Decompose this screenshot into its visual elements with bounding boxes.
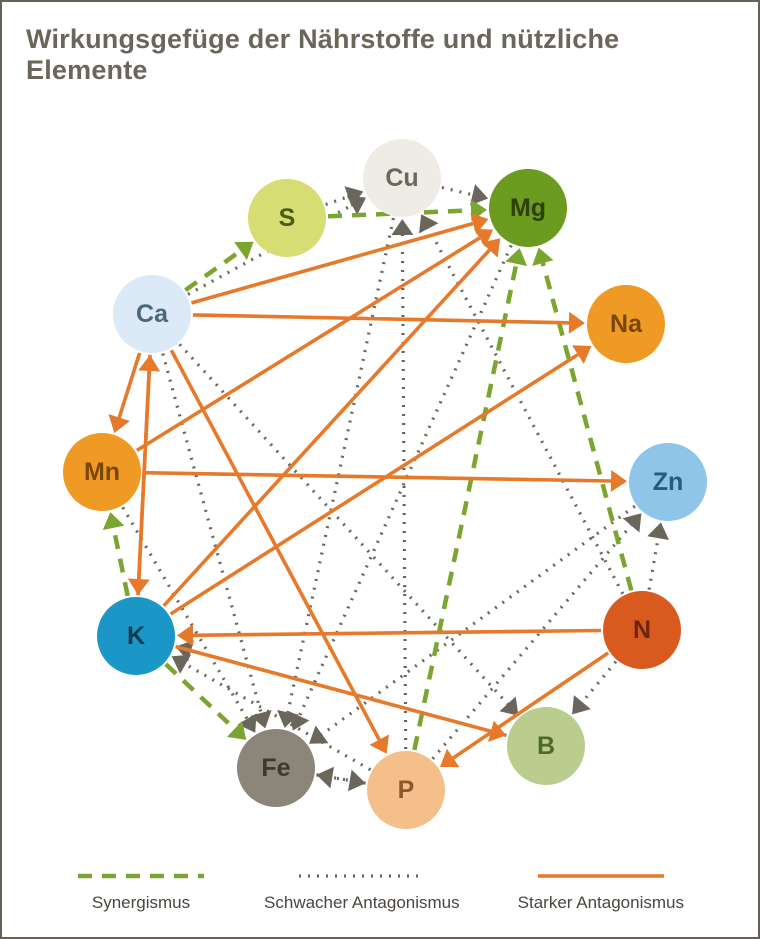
node-label-S: S <box>279 204 296 232</box>
edge-Mn-Zn <box>143 473 611 481</box>
node-Cu: Cu <box>363 139 441 217</box>
edge-Ca-Mg <box>192 224 474 303</box>
legend-sample-strong_antag <box>536 867 666 885</box>
node-Na: Na <box>587 285 665 363</box>
arrowhead-N-Zn <box>647 522 669 540</box>
node-label-K: K <box>127 622 145 650</box>
node-Mg: Mg <box>489 169 567 247</box>
arrowhead-Ca-Cu <box>347 196 366 215</box>
arrowhead-P-Cu <box>391 219 413 235</box>
node-label-Mn: Mn <box>84 458 120 486</box>
nutrient-network-diagram: Cu S Mg Ca Na Mn Zn K N Fe P B <box>22 90 742 870</box>
edge-K-Fe <box>166 664 235 729</box>
node-Fe: Fe <box>237 729 315 807</box>
arrowhead-Mn-Zn <box>611 470 627 492</box>
arrowhead-Ca-B <box>500 697 519 716</box>
edge-Cu-Mg <box>442 188 473 195</box>
legend-item-strong_antag: Starker Antagonismus <box>518 867 684 913</box>
legend: Synergismus Schwacher Antagonismus Starker… <box>2 867 758 913</box>
node-B: B <box>507 707 585 785</box>
node-Ca: Ca <box>113 275 191 353</box>
node-label-Na: Na <box>610 310 643 338</box>
legend-sample-weak_antag <box>297 867 427 885</box>
arrowhead-Fe-P <box>348 770 366 792</box>
node-K: K <box>97 597 175 675</box>
edge-Ca-Na <box>193 315 569 323</box>
legend-item-synergism: Synergismus <box>76 867 206 913</box>
edge-K-Mn <box>114 528 128 596</box>
arrowhead-N-B <box>572 695 591 714</box>
legend-item-weak_antag: Schwacher Antagonismus <box>264 867 460 913</box>
node-label-B: B <box>537 732 555 760</box>
arrowhead-Zn-Fe <box>309 726 328 744</box>
edge-Mg-Fe <box>299 245 511 716</box>
node-Zn: Zn <box>629 443 707 521</box>
node-Mn: Mn <box>63 433 141 511</box>
nodes-layer: Cu S Mg Ca Na Mn Zn K N Fe P B <box>63 139 707 829</box>
edges-weak-antagonism <box>109 184 669 791</box>
arrowhead-K-Mn <box>103 512 125 530</box>
legend-label-weak_antag: Schwacher Antagonismus <box>264 893 460 913</box>
legend-label-strong_antag: Starker Antagonismus <box>518 893 684 913</box>
node-label-Fe: Fe <box>261 754 290 782</box>
node-label-Zn: Zn <box>653 468 684 496</box>
edge-Ca-Mn <box>119 353 139 418</box>
edge-Ca-B <box>180 344 508 704</box>
edge-K-Ca <box>138 371 149 595</box>
diagram-title: Wirkungsgefüge der Nährstoffe und nützli… <box>26 24 738 86</box>
arrowhead-N-K <box>177 624 193 646</box>
arrowhead-K-Ca <box>138 355 160 372</box>
node-label-P: P <box>398 776 415 804</box>
legend-label-synergism: Synergismus <box>92 893 190 913</box>
node-S: S <box>248 179 326 257</box>
diagram-frame: Wirkungsgefüge der Nährstoffe und nützli… <box>0 0 760 939</box>
edge-N-K <box>193 631 601 636</box>
edge-Cu-Fe <box>288 218 394 712</box>
node-label-N: N <box>633 616 651 644</box>
node-P: P <box>367 751 445 829</box>
arrowhead-Ca-Na <box>569 312 585 334</box>
arrowhead-P-Mg <box>506 248 528 266</box>
edge-S-Cu <box>326 197 349 205</box>
node-label-Mg: Mg <box>510 194 546 222</box>
arrowhead-Ca-S <box>234 242 253 260</box>
edge-N-Zn <box>649 538 658 590</box>
node-N: N <box>603 591 681 669</box>
node-label-Ca: Ca <box>136 300 169 328</box>
arrowhead-N-P <box>440 749 460 767</box>
arrowhead-N-Cu <box>419 214 438 233</box>
edge-Ca-S <box>185 251 240 290</box>
edge-P-Cu <box>402 235 405 749</box>
arrowhead-P-Zn <box>623 513 642 532</box>
edge-P-Mg <box>414 264 516 750</box>
legend-sample-synergism <box>76 867 206 885</box>
node-label-Cu: Cu <box>385 164 418 192</box>
